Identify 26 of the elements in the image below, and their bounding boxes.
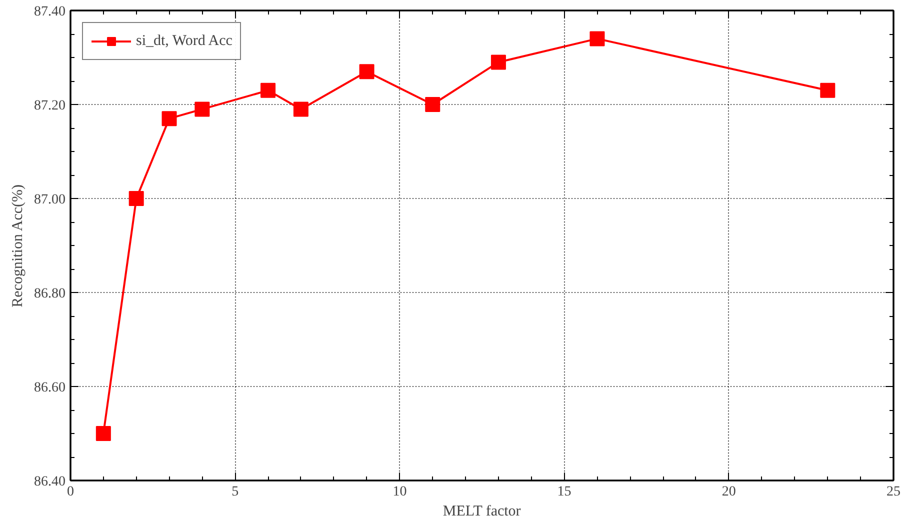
point <box>359 64 374 80</box>
point <box>96 426 111 441</box>
x-tick-label: 0 <box>67 484 74 500</box>
x-tick-label: 25 <box>886 484 900 500</box>
y-tick-label: 87.00 <box>34 192 66 208</box>
point <box>194 102 210 117</box>
point <box>820 82 836 98</box>
point <box>490 54 506 70</box>
legend-label: si_dt, Word Acc <box>136 32 232 50</box>
y-tick-label: 87.20 <box>34 98 66 114</box>
y-tick-label: 86.80 <box>34 286 66 302</box>
x-tick-label: 5 <box>232 484 239 500</box>
x-tick-label: 20 <box>722 484 736 500</box>
point <box>128 191 144 206</box>
point <box>162 111 177 126</box>
x-tick-label: 15 <box>557 484 572 500</box>
x-tick-label: 10 <box>392 484 407 500</box>
y-axis-title: Recognition Acc(%) <box>10 184 26 308</box>
point <box>425 97 440 112</box>
y-tick-label: 86.40 <box>34 474 66 490</box>
x-axis-title: MELT factor <box>442 504 521 520</box>
point <box>590 31 605 46</box>
point <box>260 82 276 98</box>
y-tick-label: 86.60 <box>34 380 66 396</box>
point <box>293 102 308 117</box>
y-tick-label: 87.40 <box>34 4 66 20</box>
